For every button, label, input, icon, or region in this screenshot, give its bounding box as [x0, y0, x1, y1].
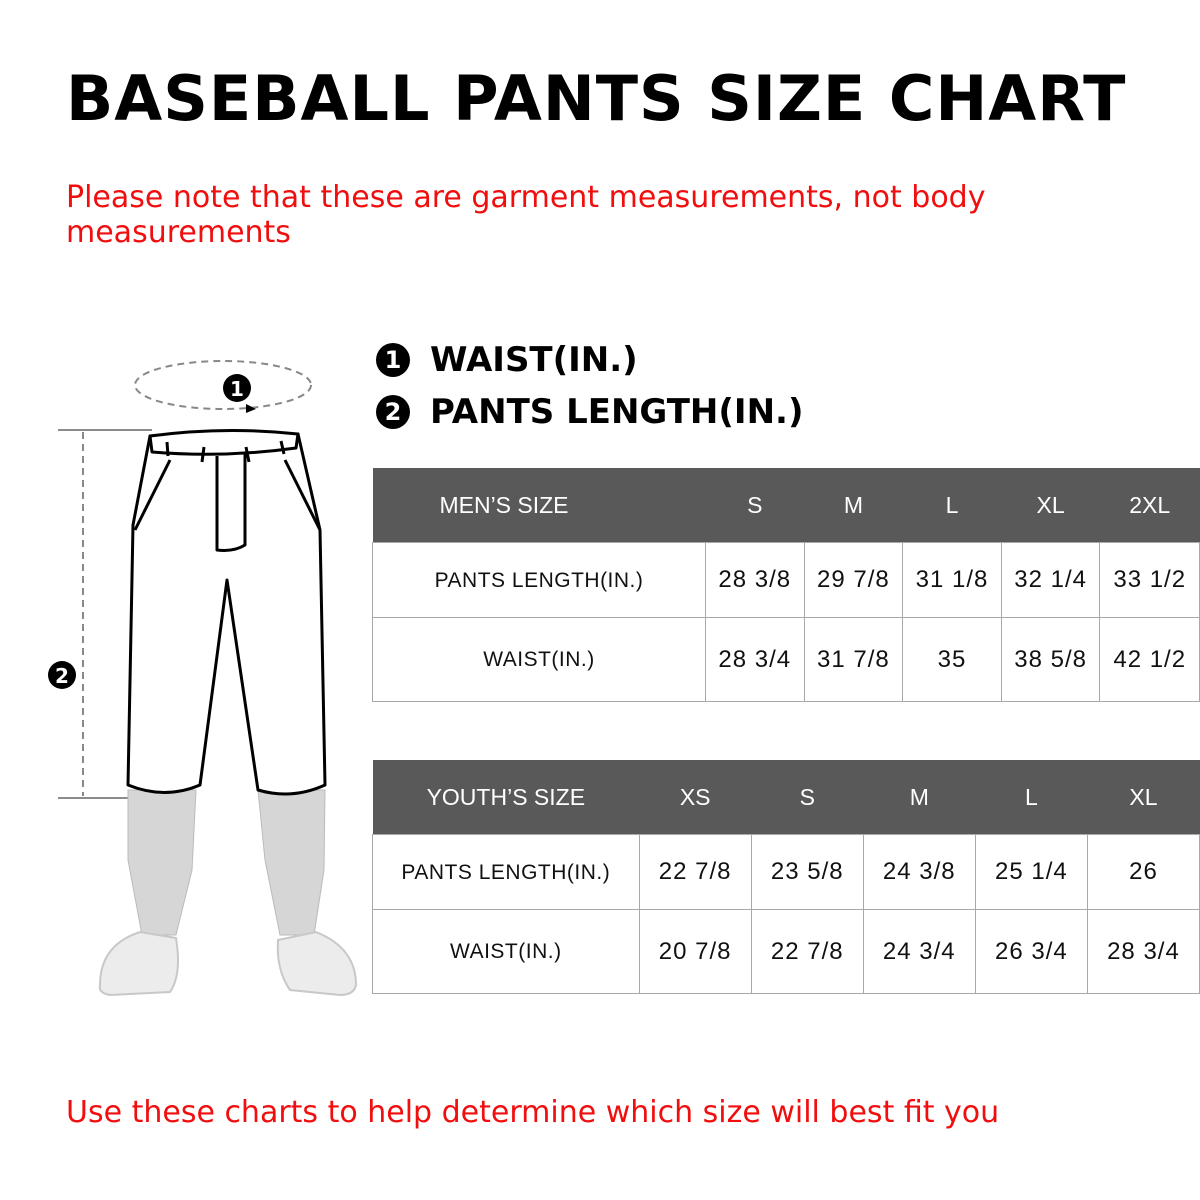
row-label: WAIST(IN.)	[372, 909, 640, 994]
table-header-row: YOUTH’S SIZE XS S M L XL	[372, 760, 1200, 835]
table-header-row: MEN’S SIZE S M L XL 2XL	[372, 468, 1200, 543]
header-cell: M	[863, 760, 976, 835]
legend-length: 2 PANTS LENGTH(IN.)	[376, 392, 804, 432]
table-cell: 22 7/8	[750, 909, 864, 994]
table-cell: 33 1/2	[1099, 542, 1200, 618]
table-cell: 28 3/4	[1086, 909, 1200, 994]
table-cell: 42 1/2	[1099, 617, 1200, 702]
table-row: PANTS LENGTH(IN.) 22 7/8 23 5/8 24 3/8 2…	[372, 834, 1200, 910]
header-cell: XL	[1087, 760, 1200, 835]
row-label: PANTS LENGTH(IN.)	[372, 542, 706, 618]
number-badge: 2	[376, 395, 410, 429]
waist-marker-label: 1	[230, 377, 244, 401]
legend-waist: 1 WAIST(IN.)	[376, 340, 638, 380]
table-row: WAIST(IN.) 20 7/8 22 7/8 24 3/4 26 3/4 2…	[372, 909, 1200, 994]
header-cell: M	[804, 468, 903, 543]
table-cell: 31 1/8	[902, 542, 1002, 618]
table-cell: 38 5/8	[1000, 617, 1101, 702]
table-cell: 22 7/8	[638, 834, 752, 910]
fit-note: Use these charts to help determine which…	[66, 1095, 1000, 1130]
table-cell: 31 7/8	[803, 617, 904, 702]
table-cell: 25 1/4	[974, 834, 1088, 910]
row-label: PANTS LENGTH(IN.)	[372, 834, 640, 910]
header-cell: S	[705, 468, 805, 543]
page-title: BASEBALL PANTS SIZE CHART	[66, 62, 1127, 135]
waist-marker-icon	[223, 374, 251, 402]
table-cell: 28 3/4	[704, 617, 805, 702]
header-cell: S	[751, 760, 864, 835]
legend-label: PANTS LENGTH(IN.)	[430, 392, 804, 432]
legend-label: WAIST(IN.)	[430, 340, 638, 380]
header-cell: 2XL	[1099, 468, 1200, 543]
length-marker-label: 2	[55, 664, 69, 688]
table-row: WAIST(IN.) 28 3/4 31 7/8 35 38 5/8 42 1/…	[372, 617, 1200, 702]
table-cell: 29 7/8	[803, 542, 904, 618]
row-label: WAIST(IN.)	[372, 617, 706, 702]
number-badge: 1	[376, 343, 410, 377]
header-cell: XL	[1001, 468, 1100, 543]
header-cell: YOUTH’S SIZE	[372, 760, 640, 835]
pants-diagram: 1 2	[48, 360, 358, 997]
header-cell: L	[975, 760, 1088, 835]
table-row: PANTS LENGTH(IN.) 28 3/8 29 7/8 31 1/8 3…	[372, 542, 1200, 618]
table-cell: 24 3/8	[862, 834, 976, 910]
table-cell: 32 1/4	[1000, 542, 1101, 618]
header-cell: L	[902, 468, 1002, 543]
table-cell: 20 7/8	[638, 909, 752, 994]
table-cell: 28 3/8	[704, 542, 805, 618]
mens-size-table: MEN’S SIZE S M L XL 2XL PANTS LENGTH(IN.…	[372, 468, 1200, 702]
table-cell: 35	[902, 617, 1002, 702]
youth-size-table: YOUTH’S SIZE XS S M L XL PANTS LENGTH(IN…	[372, 760, 1200, 994]
header-cell: XS	[639, 760, 752, 835]
table-cell: 26 3/4	[974, 909, 1088, 994]
table-cell: 26	[1086, 834, 1200, 910]
length-marker-icon	[48, 661, 76, 689]
header-cell: MEN’S SIZE	[372, 468, 706, 543]
table-cell: 24 3/4	[862, 909, 976, 994]
table-cell: 23 5/8	[750, 834, 864, 910]
garment-note: Please note that these are garment measu…	[66, 180, 986, 250]
